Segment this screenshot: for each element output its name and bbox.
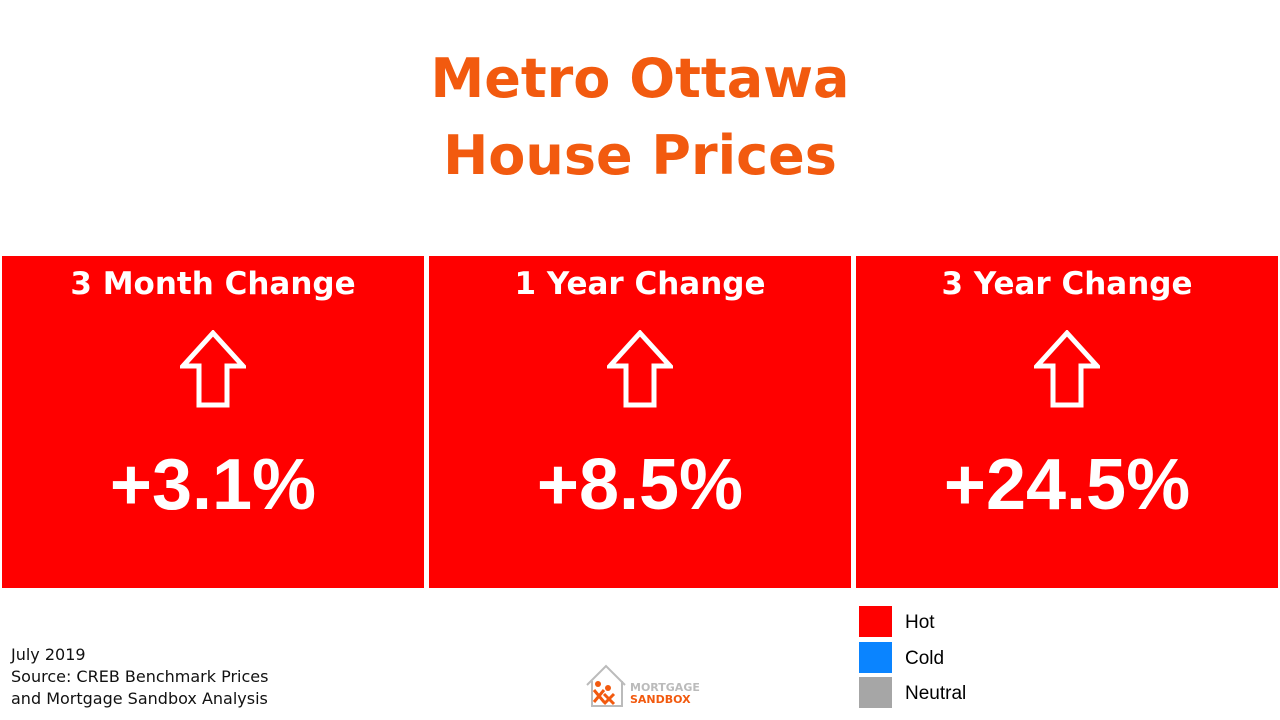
logo-text: SANDBOX (630, 693, 691, 706)
card-label: 3 Year Change (941, 266, 1193, 302)
footer-line: July 2019 (11, 645, 86, 664)
title-line: House Prices (443, 124, 837, 187)
card-value: +8.5% (536, 445, 744, 525)
card (429, 256, 851, 588)
up-arrow (180, 330, 246, 408)
up-arrow (1034, 330, 1100, 408)
card-value: +24.5% (943, 445, 1191, 525)
logo-text: MORTGAGE (630, 681, 700, 694)
card-value: +3.1% (109, 445, 317, 525)
arrow-shape (180, 330, 246, 408)
arrow-shape (607, 330, 673, 408)
title-line: Metro Ottawa (430, 47, 850, 110)
legend-text: Cold (905, 647, 945, 669)
legend-swatch (859, 677, 892, 708)
footer: July 2019 Source: CREB Benchmark Prices an… (11, 644, 268, 710)
card-label: 1 Year Change (514, 266, 766, 302)
card (856, 256, 1278, 588)
legend-text: Neutral (905, 683, 967, 704)
logo: MORTGAGE SANDBOX (584, 660, 704, 710)
legend-swatch (859, 606, 892, 637)
footer-line: and Mortgage Sandbox Analysis (11, 689, 268, 708)
legend-text: Hot (905, 612, 935, 633)
arrow-shape (1034, 330, 1100, 408)
logo-icon (586, 664, 626, 707)
up-arrow (607, 330, 673, 408)
card (2, 256, 424, 588)
card-label: 3 Month Change (70, 266, 356, 302)
legend-swatch (859, 641, 892, 673)
footer-line: Source: CREB Benchmark Prices (11, 667, 269, 686)
